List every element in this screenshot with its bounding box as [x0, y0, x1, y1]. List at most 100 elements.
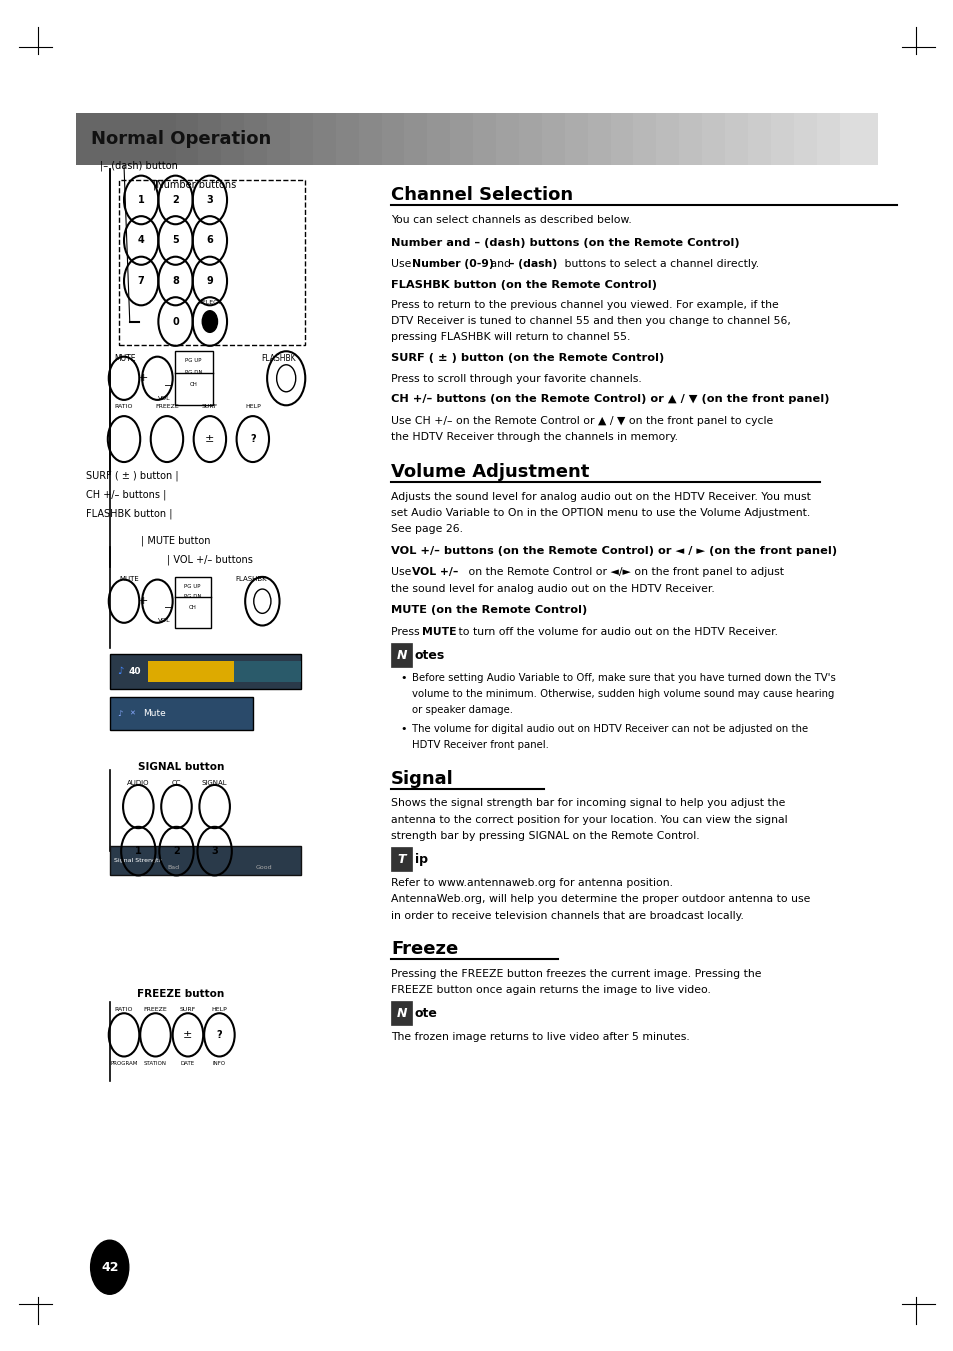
Text: FREEZE button: FREEZE button [137, 989, 224, 1000]
Text: Refer to www.antennaweb.org for antenna position.: Refer to www.antennaweb.org for antenna … [391, 878, 673, 888]
Bar [496, 113, 518, 165]
Bar [381, 113, 404, 165]
Bar [290, 113, 313, 165]
Text: |– (dash) button: |– (dash) button [100, 161, 178, 172]
Text: Good: Good [255, 865, 272, 870]
Text: ote: ote [415, 1006, 437, 1020]
Bar [174, 577, 211, 628]
Bar [119, 180, 305, 345]
Text: MUTE (on the Remote Control): MUTE (on the Remote Control) [391, 605, 587, 615]
Bar [701, 113, 724, 165]
Text: SURF: SURF [179, 1006, 196, 1012]
Bar [450, 113, 473, 165]
Text: AUDIO: AUDIO [127, 781, 150, 786]
Bar [724, 113, 747, 165]
Text: HELP: HELP [245, 404, 260, 409]
Text: ip: ip [415, 852, 428, 866]
Text: 2: 2 [172, 846, 180, 857]
Text: INFO: INFO [213, 1061, 226, 1066]
Text: or speaker damage.: or speaker damage. [412, 705, 513, 715]
Text: MUTE: MUTE [114, 354, 136, 363]
Text: PG DN: PG DN [184, 594, 201, 600]
Text: N: N [395, 1006, 407, 1020]
Bar [839, 113, 877, 165]
Text: FLASHBK button (on the Remote Control): FLASHBK button (on the Remote Control) [391, 280, 657, 289]
Bar [793, 113, 816, 165]
Text: T: T [397, 852, 405, 866]
Text: Shows the signal strength bar for incoming signal to help you adjust the: Shows the signal strength bar for incomi… [391, 798, 784, 808]
Text: strength bar by pressing SIGNAL on the Remote Control.: strength bar by pressing SIGNAL on the R… [391, 831, 700, 840]
Text: The frozen image returns to live video after 5 minutes.: The frozen image returns to live video a… [391, 1032, 689, 1042]
Text: Signal: Signal [391, 770, 454, 788]
Text: buttons to select a channel directly.: buttons to select a channel directly. [560, 259, 759, 269]
Text: otes: otes [415, 648, 445, 662]
Bar [313, 113, 335, 165]
Text: Use CH +/– on the Remote Control or ▲ / ▼ on the front panel to cycle: Use CH +/– on the Remote Control or ▲ / … [391, 416, 773, 426]
Text: HELP: HELP [212, 1006, 227, 1012]
Text: FLASHBK: FLASHBK [235, 576, 267, 581]
Text: AntennaWeb.org, will help you determine the proper outdoor antenna to use: AntennaWeb.org, will help you determine … [391, 894, 810, 904]
Bar [148, 661, 233, 682]
Text: VOL +/– buttons (on the Remote Control) or ◄ / ► (on the front panel): VOL +/– buttons (on the Remote Control) … [391, 546, 837, 555]
Text: 42: 42 [101, 1260, 118, 1274]
Circle shape [202, 311, 217, 332]
Text: 3: 3 [206, 195, 213, 205]
Text: |Number buttons: |Number buttons [152, 180, 235, 190]
Text: FREEZE button once again returns the image to live video.: FREEZE button once again returns the ima… [391, 985, 710, 994]
Bar [770, 113, 793, 165]
Text: RATIO: RATIO [114, 404, 133, 409]
Text: SURF ( ± ) button |: SURF ( ± ) button | [86, 470, 178, 481]
Text: – (dash): – (dash) [509, 259, 558, 269]
Text: CH: CH [190, 382, 197, 388]
Text: 0: 0 [172, 316, 179, 327]
Bar [610, 113, 633, 165]
Text: CC: CC [172, 781, 181, 786]
Bar [244, 113, 267, 165]
Text: Number and – (dash) buttons (on the Remote Control): Number and – (dash) buttons (on the Remo… [391, 238, 739, 247]
Text: Bad: Bad [167, 865, 179, 870]
Text: •: • [400, 673, 407, 682]
Text: ♪: ♪ [117, 709, 123, 717]
Text: the HDTV Receiver through the channels in memory.: the HDTV Receiver through the channels i… [391, 432, 678, 442]
Text: | VOL +/– buttons: | VOL +/– buttons [167, 554, 253, 565]
Text: on the Remote Control or ◄/► on the front panel to adjust: on the Remote Control or ◄/► on the fron… [464, 567, 782, 577]
Text: volume to the minimum. Otherwise, sudden high volume sound may cause hearing: volume to the minimum. Otherwise, sudden… [412, 689, 834, 698]
Bar [110, 697, 253, 730]
Circle shape [91, 1240, 129, 1294]
Text: Press to scroll through your favorite channels.: Press to scroll through your favorite ch… [391, 374, 641, 384]
Text: −: − [163, 381, 172, 392]
Text: DTV Receiver is tuned to channel 55 and then you change to channel 56,: DTV Receiver is tuned to channel 55 and … [391, 316, 790, 326]
Text: Press to return to the previous channel you viewed. For example, if the: Press to return to the previous channel … [391, 300, 778, 309]
Text: SURF ( ± ) button (on the Remote Control): SURF ( ± ) button (on the Remote Control… [391, 353, 663, 362]
Text: and: and [486, 259, 514, 269]
Text: PROGRAM: PROGRAM [111, 1061, 137, 1066]
Text: 7: 7 [137, 276, 145, 286]
Text: ±: ± [183, 1029, 193, 1040]
Text: 4: 4 [137, 235, 145, 246]
Text: PG DN: PG DN [185, 370, 202, 376]
Text: the sound level for analog audio out on the HDTV Receiver.: the sound level for analog audio out on … [391, 584, 714, 593]
Bar [518, 113, 541, 165]
Text: N: N [395, 648, 407, 662]
Text: | MUTE button: | MUTE button [141, 535, 211, 546]
Text: •: • [400, 724, 407, 734]
Text: ?: ? [250, 434, 255, 444]
Text: HDTV Receiver front panel.: HDTV Receiver front panel. [412, 740, 548, 750]
Text: Before setting Audio Variable to Off, make sure that you have turned down the TV: Before setting Audio Variable to Off, ma… [412, 673, 835, 682]
Text: 5: 5 [172, 235, 179, 246]
Text: Number (0-9): Number (0-9) [412, 259, 494, 269]
Bar [335, 113, 358, 165]
Text: Mute: Mute [143, 709, 166, 717]
Text: FLASHBK button |: FLASHBK button | [86, 508, 172, 519]
Text: to turn off the volume for audio out on the HDTV Receiver.: to turn off the volume for audio out on … [455, 627, 778, 636]
Text: Freeze: Freeze [391, 940, 457, 958]
Text: ±: ± [205, 434, 214, 444]
Text: set Audio Variable to On in the OPTION menu to use the Volume Adjustment.: set Audio Variable to On in the OPTION m… [391, 508, 809, 517]
Bar [564, 113, 587, 165]
Text: Use: Use [391, 567, 415, 577]
Text: VOL: VOL [158, 396, 171, 401]
Bar [221, 113, 244, 165]
Text: 8: 8 [172, 276, 179, 286]
Text: PG UP: PG UP [185, 358, 202, 363]
Text: SELECT: SELECT [198, 300, 221, 305]
